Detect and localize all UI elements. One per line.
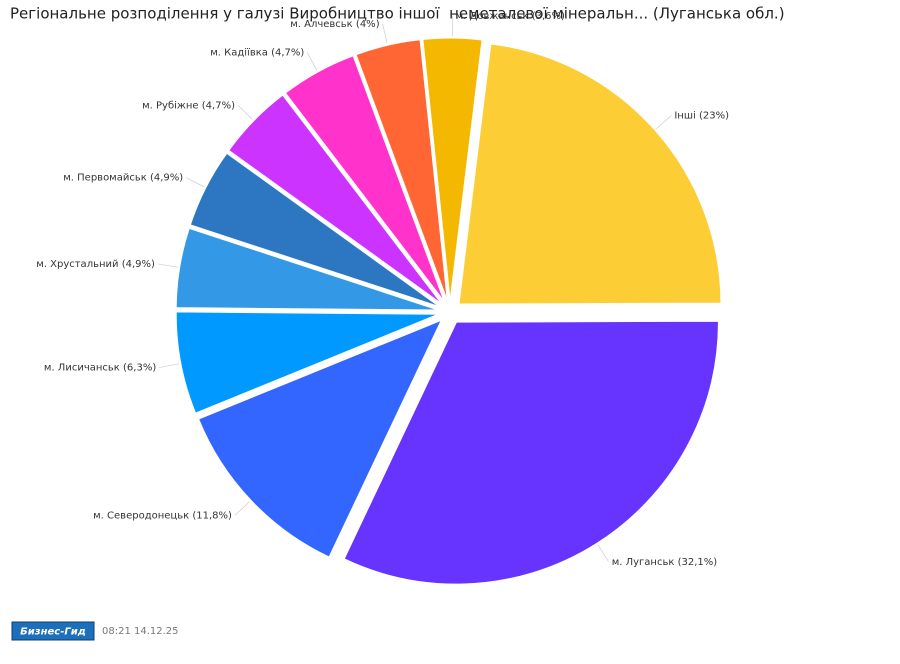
value-label: (32,1%) <box>678 557 718 568</box>
leader-line <box>238 105 252 119</box>
value-label: (4%) <box>356 19 380 30</box>
leader-line <box>235 502 250 516</box>
value-label: (3,6%) <box>532 11 565 22</box>
value-label: (23%) <box>699 110 729 121</box>
footer-logo: Бизнес-Гид <box>12 622 94 640</box>
leader-line <box>158 264 178 267</box>
leader-line <box>186 178 204 187</box>
category-label: м. Северодонецьк <box>93 510 189 521</box>
category-label: м. Рубіжне <box>142 99 199 111</box>
leader-line <box>656 115 671 128</box>
slice-label: м. Кадіївка (4,7%) <box>210 47 304 59</box>
category-label: м. Лисичанськ <box>44 363 120 374</box>
value-label: (4,9%) <box>150 173 183 184</box>
leader-line <box>598 545 609 562</box>
value-label: (11,8%) <box>192 510 232 521</box>
slice-label: м. Хрустальний (4,9%) <box>36 259 155 270</box>
slice-label: м. Лисичанськ (6,3%) <box>44 363 156 374</box>
slice-label: м. Алчевськ (4%) <box>290 19 379 30</box>
value-label: (4,9%) <box>122 259 155 270</box>
slice-label: м. Северодонецьк (11,8%) <box>93 510 232 521</box>
slice-label: Інші (23%) <box>674 109 729 121</box>
value-label: (4,7%) <box>202 100 235 111</box>
value-label: (6,3%) <box>123 363 156 374</box>
leader-line <box>307 53 317 71</box>
slice-label: м. Рубіжне (4,7%) <box>142 99 235 111</box>
leader-line <box>159 364 179 368</box>
category-label: м. Луганськ <box>612 557 675 568</box>
value-label: (4,7%) <box>271 48 304 59</box>
leader-line <box>383 24 388 43</box>
slice-label: м. Луганськ (32,1%) <box>612 557 718 568</box>
slice-label: м. Первомайськ (4,9%) <box>63 173 183 184</box>
category-label: Інші <box>674 109 695 121</box>
category-label: м. Первомайськ <box>63 173 147 184</box>
pie-slice <box>459 44 721 304</box>
category-label: м. Хрустальний <box>36 259 118 270</box>
logo-text: Бизнес-Гид <box>20 627 86 638</box>
category-label: м. Алчевськ <box>290 19 353 30</box>
timestamp: 08:21 14.12.25 <box>102 626 179 637</box>
category-label: м. Кадіївка <box>210 47 268 59</box>
category-label: м. Довжанськ <box>456 11 529 22</box>
slice-label: м. Довжанськ (3,6%) <box>456 11 565 22</box>
chart-title: Регіональне розподілення у галузі Виробн… <box>10 5 785 23</box>
